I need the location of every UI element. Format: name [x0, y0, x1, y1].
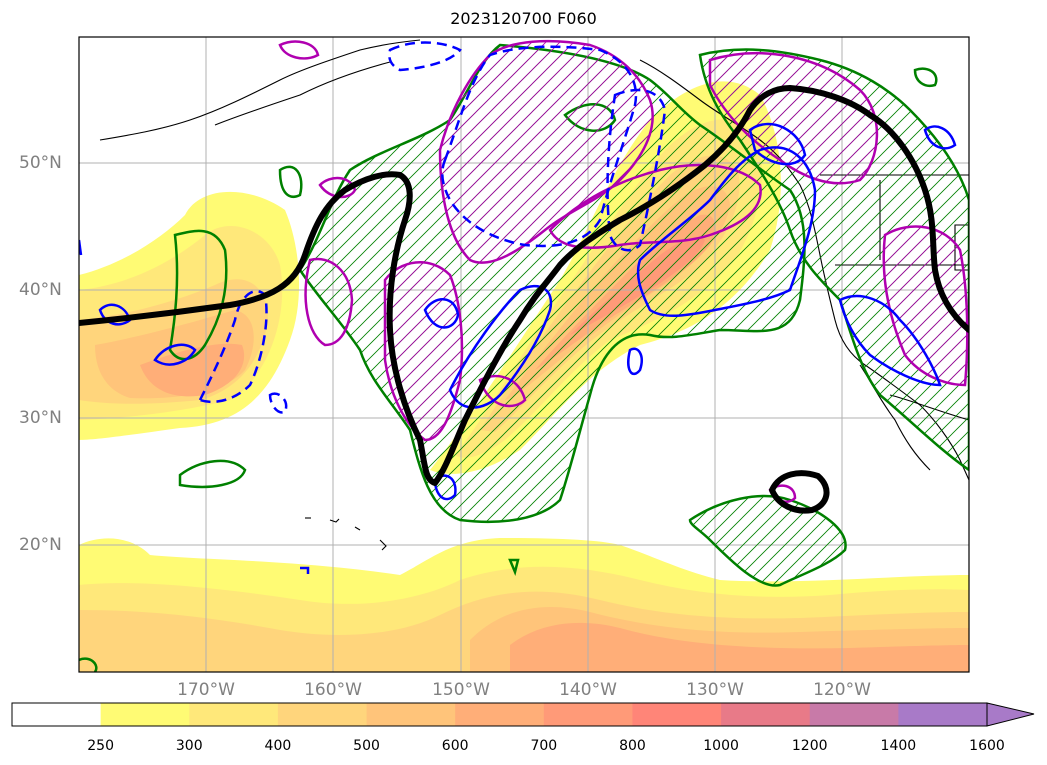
thick-black-contour [79, 85, 969, 514]
lat-label-50n: 50°N [19, 153, 62, 173]
magenta-hatched-contours [278, 39, 969, 503]
colorbar-tick-label: 300 [175, 738, 203, 754]
colorbar-segment [12, 703, 102, 726]
colorbar-frame [11, 702, 988, 727]
lat-label-20n: 20°N [19, 535, 62, 555]
colorbar-tick-label: 250 [87, 738, 114, 754]
lon-label-170w: 170°W [177, 680, 235, 700]
lon-label-150w: 150°W [432, 680, 490, 700]
colorbar-tick-label: 1000 [703, 738, 739, 754]
map-panel [79, 37, 969, 672]
ivt-fill-west-plume [79, 191, 300, 440]
colorbar-segment [543, 703, 633, 726]
colorbar-segment [455, 703, 545, 726]
lon-label-130w: 130°W [686, 680, 744, 700]
colorbar-tick-label: 500 [353, 738, 380, 754]
lat-label-40n: 40°N [19, 280, 62, 300]
map-frame [78, 36, 970, 673]
colorbar-extend-arrow [986, 702, 1035, 727]
lat-label-30n: 30°N [19, 408, 62, 428]
lon-label-160w: 160°W [304, 680, 362, 700]
ivt-fill-tropical-band [79, 538, 969, 672]
map-title: 2023120700 F060 [450, 9, 597, 28]
colorbar-segment [809, 703, 899, 726]
lon-label-140w: 140°W [559, 680, 617, 700]
colorbar-segment [898, 703, 988, 726]
colorbar-tick-label: 400 [264, 738, 292, 754]
colorbar-segment [721, 703, 811, 726]
colorbar-tick-label: 600 [441, 738, 469, 754]
colorbar-tick-label: 700 [530, 738, 558, 754]
colorbar-segment [632, 703, 722, 726]
colorbar-segment [366, 703, 456, 726]
colorbar-segment [277, 703, 368, 726]
colorbar-segment [100, 703, 190, 726]
colorbar-tick-label: 1200 [791, 738, 828, 754]
colorbar-tick-label: 800 [619, 738, 646, 754]
colorbar-tick-label: 1600 [969, 738, 1005, 754]
lon-label-120w: 120°W [813, 680, 871, 700]
colorbar [12, 703, 988, 726]
colorbar-segment [189, 703, 279, 726]
colorbar-tick-label: 1400 [880, 738, 917, 754]
